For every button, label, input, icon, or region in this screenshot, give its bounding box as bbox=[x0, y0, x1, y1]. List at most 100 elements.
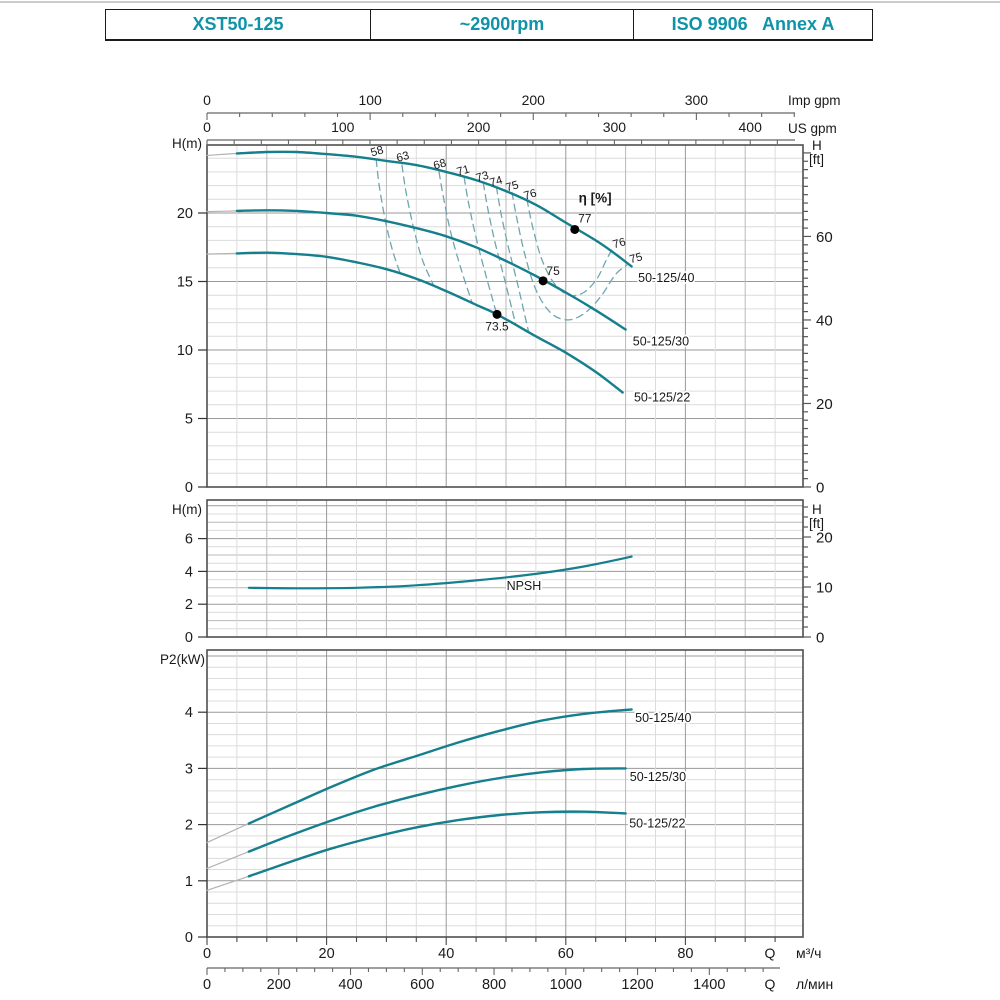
m3h-tick-label: 60 bbox=[558, 946, 574, 962]
top-axes: 0 100 200 300 Imp gpm 0 100 200 300 400 US gpm bbox=[203, 92, 841, 146]
lmin-tick-label: 800 bbox=[482, 977, 506, 993]
lmin-tick-label: 200 bbox=[267, 977, 291, 993]
imp-gpm-unit: Imp gpm bbox=[788, 93, 841, 108]
lmin-tick-label: 1400 bbox=[693, 977, 725, 993]
efficiency-contour-74 bbox=[495, 186, 530, 333]
pump-speed: ~2900rpm bbox=[370, 9, 634, 41]
efficiency-axis-label: η [%] bbox=[579, 191, 612, 206]
efficiency-point-label: 75 bbox=[546, 264, 560, 278]
curve-50-125/22 bbox=[235, 251, 624, 394]
curve-label-50-125/30: 50-125/30 bbox=[633, 334, 689, 348]
lead-in-50-125/30 bbox=[206, 850, 250, 870]
efficiency-label: 58 bbox=[369, 144, 385, 159]
m3h-tick-label: 80 bbox=[677, 946, 693, 962]
ft-tick-label: 20 bbox=[816, 396, 833, 413]
pump-standard: ISO 9906 Annex A bbox=[633, 9, 873, 41]
efficiency-label: 75 bbox=[628, 251, 644, 266]
y-tick-label: 6 bbox=[185, 532, 193, 548]
y-tick-label: 4 bbox=[185, 705, 193, 721]
power-curve-label-50-125/40: 50-125/40 bbox=[635, 711, 691, 725]
ft-axis-title: [ft] bbox=[809, 516, 824, 531]
y-tick-label: 3 bbox=[185, 761, 193, 777]
ft-axis-title: H bbox=[812, 502, 822, 517]
curve-50-125/22 bbox=[247, 810, 627, 878]
curve-50-125/40 bbox=[235, 150, 633, 268]
curve-label-50-125/22: 50-125/22 bbox=[634, 390, 690, 404]
lead-in-50-125/22 bbox=[206, 875, 250, 891]
efficiency-contour-68 bbox=[438, 171, 473, 303]
curve-50-125/40 bbox=[247, 708, 633, 825]
pump-model: XST50-125 bbox=[105, 9, 371, 41]
power-curve-label-50-125/30: 50-125/30 bbox=[630, 770, 686, 784]
lmin-tick-label: 0 bbox=[203, 977, 211, 993]
efficiency-label: 73 bbox=[475, 170, 491, 185]
y-tick-label: 20 bbox=[177, 206, 193, 222]
efficiency-label: 76 bbox=[612, 236, 628, 251]
y-tick-label: 0 bbox=[185, 630, 193, 646]
y-tick-label: 0 bbox=[185, 480, 193, 496]
y-tick-label: 0 bbox=[185, 930, 193, 946]
efficiency-label: 68 bbox=[432, 157, 448, 172]
header-row: XST50-125 ~2900rpm ISO 9906 Annex A bbox=[105, 9, 873, 41]
chart-frame bbox=[206, 144, 804, 488]
head-axis-title: H(m) bbox=[172, 136, 202, 151]
efficiency-contour-73 bbox=[482, 182, 517, 325]
efficiency-label: 63 bbox=[395, 150, 411, 165]
y-tick-label: 5 bbox=[185, 412, 193, 428]
efficiency-point-label: 77 bbox=[578, 211, 592, 225]
efficiency-point-label: 73.5 bbox=[485, 319, 509, 333]
m3h-tick-label: 0 bbox=[203, 946, 211, 962]
y-tick-label: 4 bbox=[185, 564, 193, 580]
power-chart: 0 1 2 3 4 P2(kW) 50-125/40 50-125/30 50-125/22 bbox=[160, 649, 804, 946]
us-gpm-tick-label: 300 bbox=[603, 119, 627, 135]
lmin-tick-label: 1000 bbox=[550, 977, 582, 993]
imp-gpm-tick-label: 100 bbox=[358, 92, 382, 108]
efficiency-point bbox=[492, 309, 502, 319]
lmin-tick-label: 1200 bbox=[621, 977, 653, 993]
efficiency-point bbox=[570, 224, 580, 234]
imp-gpm-tick-label: 200 bbox=[522, 92, 546, 108]
curve-50-125/30 bbox=[235, 209, 627, 331]
us-gpm-tick-label: 100 bbox=[331, 119, 355, 135]
us-gpm-tick-label: 200 bbox=[467, 119, 491, 135]
header-table: XST50-125 ~2900rpm ISO 9906 Annex A bbox=[105, 9, 873, 41]
y-tick-label: 1 bbox=[185, 874, 193, 890]
m3h-tick-label: 20 bbox=[319, 946, 335, 962]
curve-label-50-125/40: 50-125/40 bbox=[638, 271, 694, 285]
ft-axis-title: H bbox=[812, 138, 822, 153]
lmin-tick-label: 600 bbox=[410, 977, 434, 993]
head-flow-chart: 0 5 10 15 20 H(m) 0 20 40 60 H[ft] 50-125/40 50-125/… bbox=[172, 136, 833, 497]
npsh-chart: 0 2 4 6 H(m) 0 10 20 H[ft] NPSH bbox=[172, 499, 833, 647]
efficiency-contour-75 bbox=[511, 191, 628, 321]
m3h-q-label: Q bbox=[765, 945, 776, 961]
efficiency-contour-58 bbox=[375, 158, 401, 274]
efficiency-label: 71 bbox=[456, 164, 472, 179]
efficiency-label: 75 bbox=[505, 179, 521, 194]
chart-frame bbox=[206, 649, 804, 938]
imp-gpm-tick-label: 300 bbox=[685, 92, 709, 108]
chart-frame bbox=[206, 499, 804, 638]
ft-axis-title: [ft] bbox=[809, 152, 824, 167]
lmin-q-label: Q bbox=[765, 976, 776, 992]
us-gpm-tick-label: 0 bbox=[203, 119, 211, 135]
us-gpm-tick-label: 400 bbox=[739, 119, 763, 135]
lead-in-50-125/40 bbox=[206, 822, 250, 844]
efficiency-contour-71 bbox=[463, 176, 498, 314]
efficiency-label: 74 bbox=[488, 174, 504, 189]
ft-tick-label: 20 bbox=[816, 530, 833, 547]
m3h-tick-label: 40 bbox=[438, 946, 454, 962]
ft-tick-label: 0 bbox=[816, 480, 824, 497]
power-axis-title: P2(kW) bbox=[160, 652, 205, 667]
page-edge-line bbox=[0, 1, 1000, 3]
curve-50-125/30 bbox=[247, 767, 627, 853]
us-gpm-unit: US gpm bbox=[788, 121, 837, 136]
y-tick-label: 10 bbox=[177, 343, 193, 359]
power-curve-label-50-125/22: 50-125/22 bbox=[629, 816, 685, 830]
efficiency-point bbox=[538, 276, 548, 286]
y-tick-label: 15 bbox=[177, 275, 193, 291]
ft-tick-label: 60 bbox=[816, 229, 833, 246]
ft-tick-label: 0 bbox=[816, 630, 824, 647]
y-tick-label: 2 bbox=[185, 818, 193, 834]
